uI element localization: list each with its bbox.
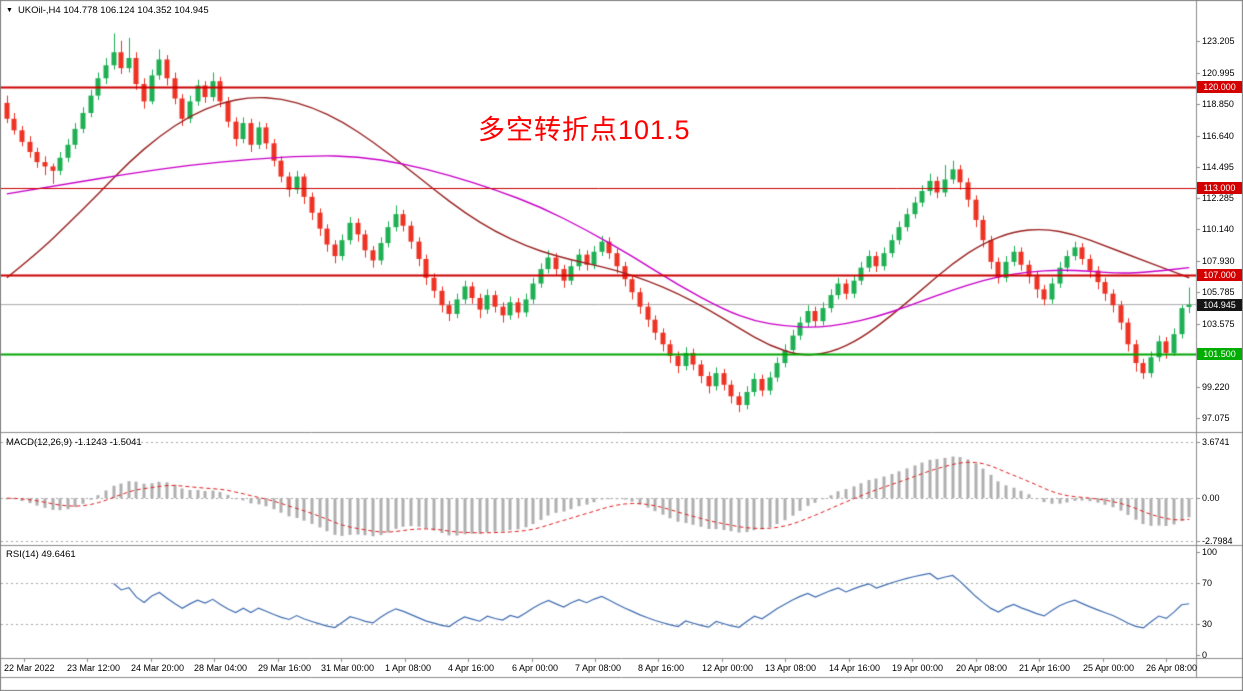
chart-canvas[interactable] — [0, 0, 1243, 691]
trading-chart-window: ▼ UKOil-,H4 104.778 106.124 104.352 104.… — [0, 0, 1243, 691]
